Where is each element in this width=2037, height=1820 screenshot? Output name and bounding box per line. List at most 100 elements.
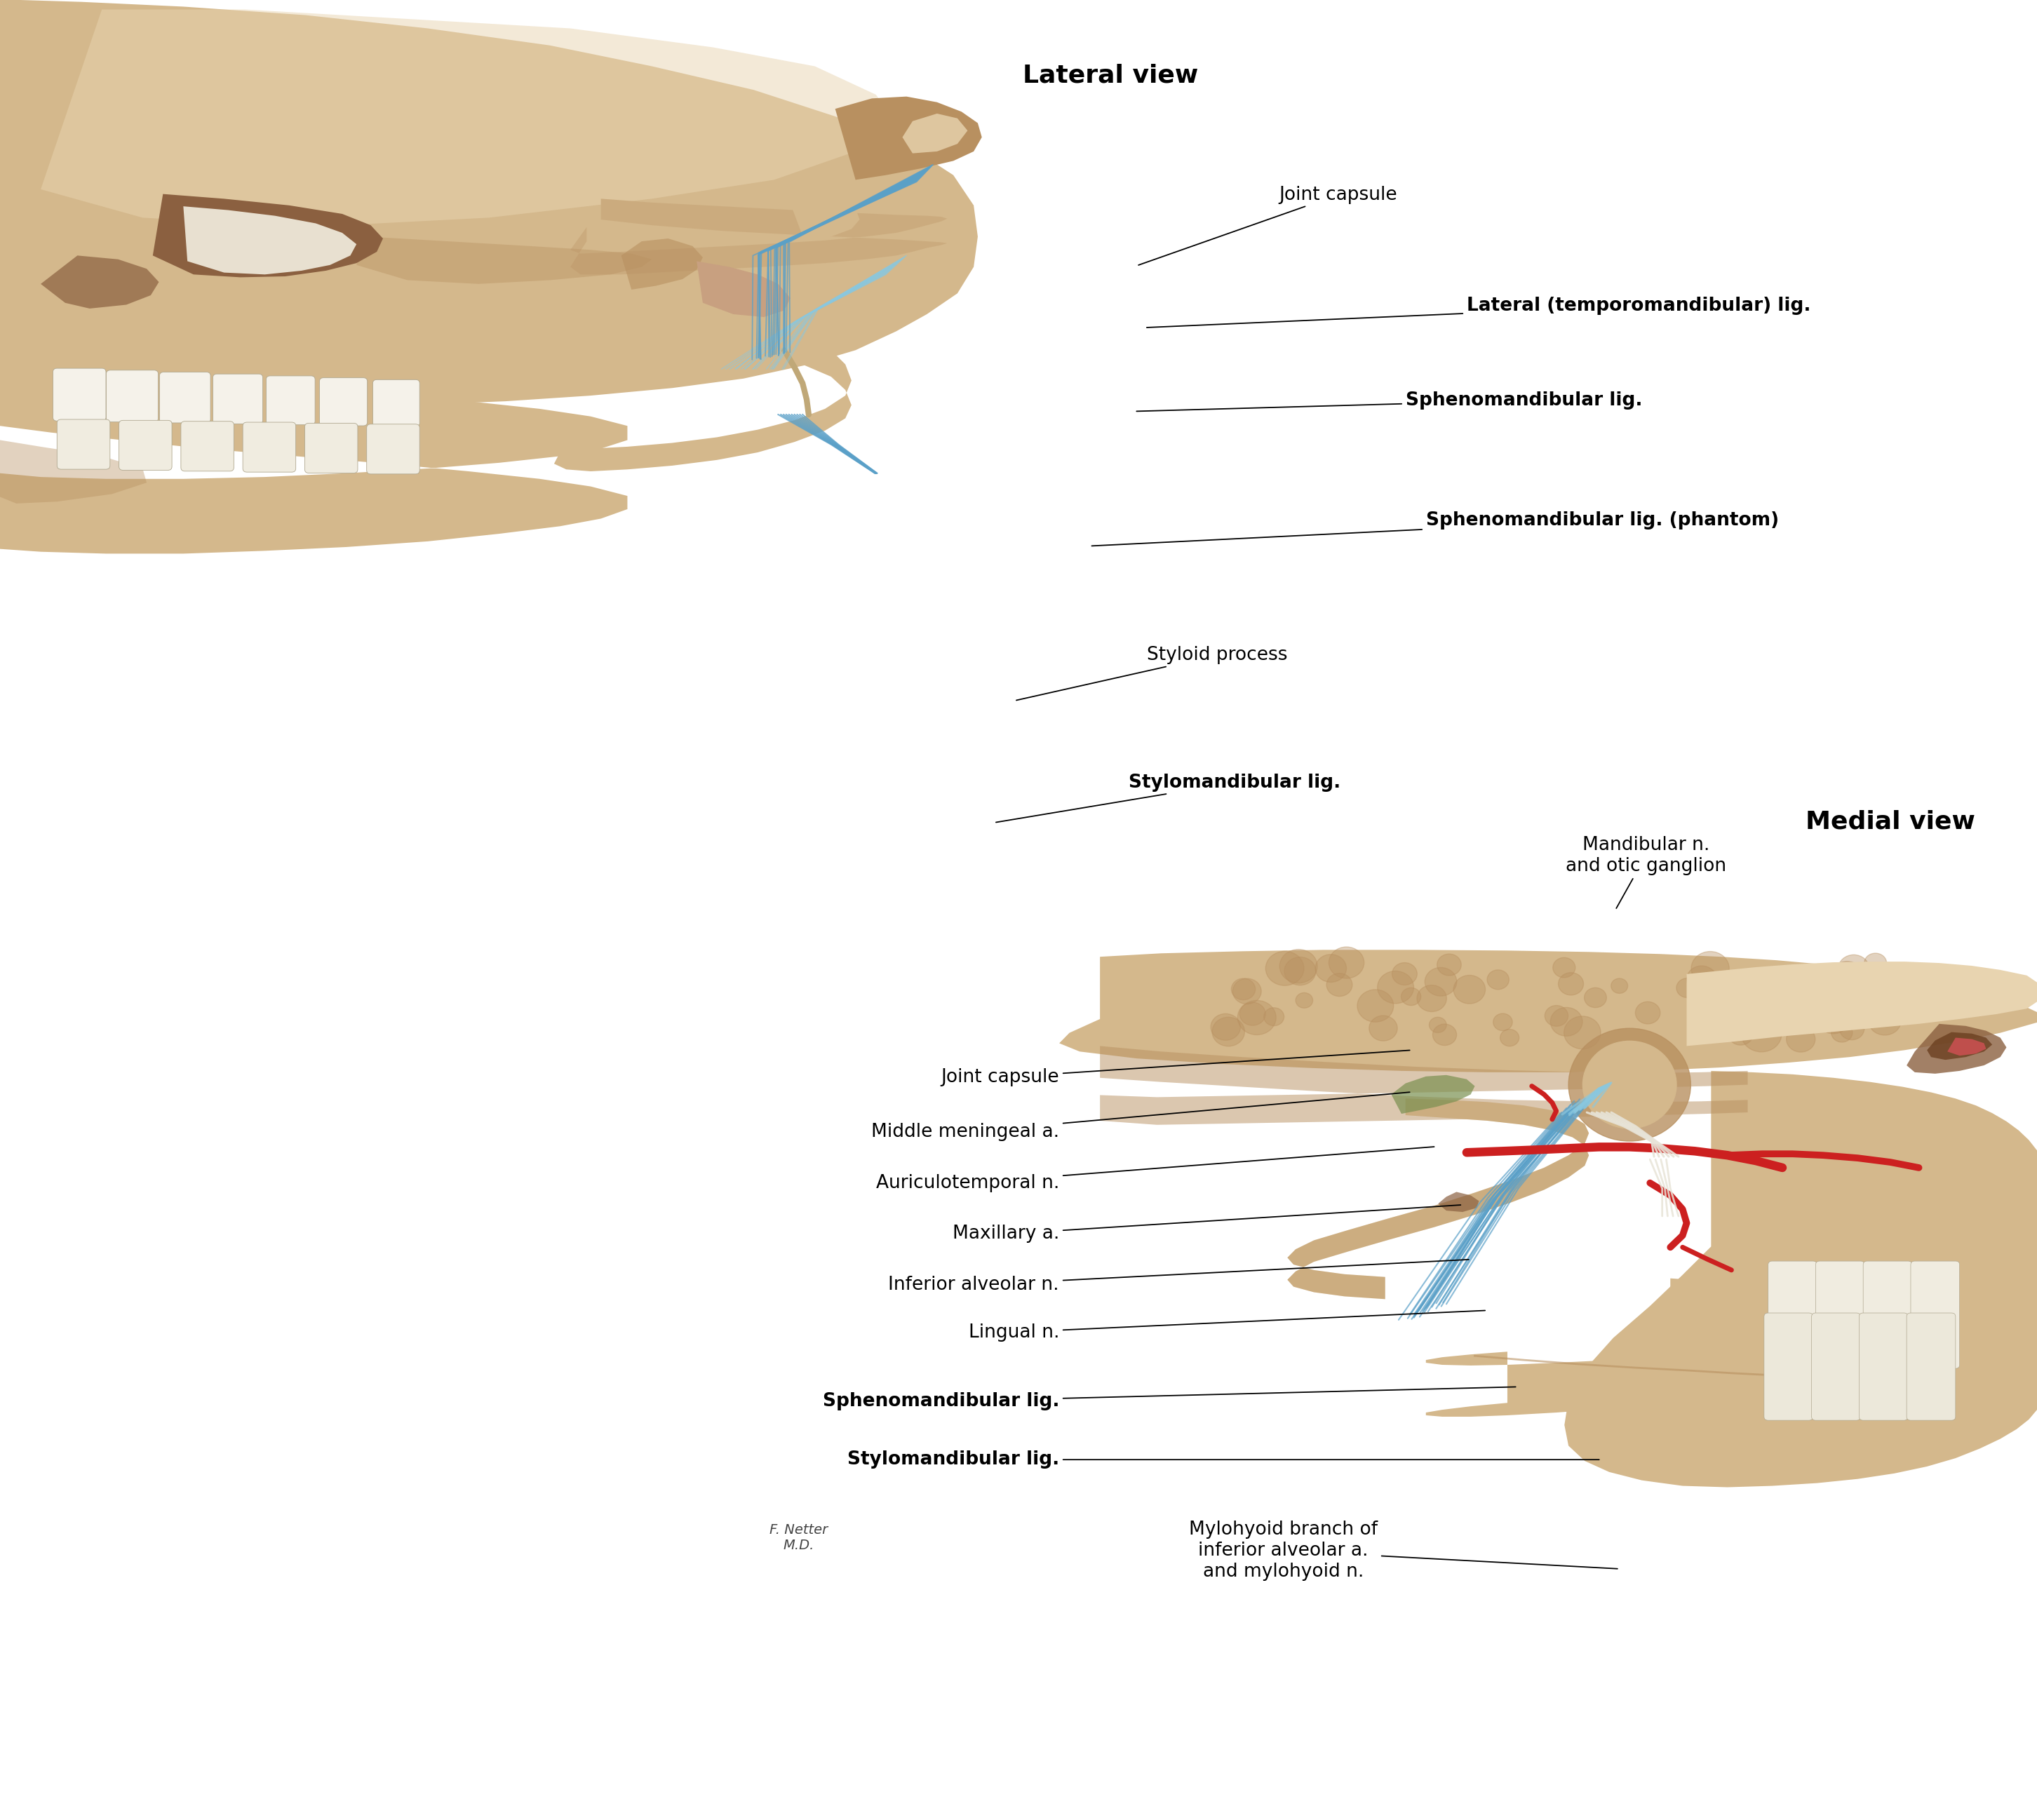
FancyBboxPatch shape: [118, 420, 171, 470]
Circle shape: [1864, 954, 1886, 974]
Circle shape: [1725, 988, 1756, 1014]
Circle shape: [1786, 1026, 1815, 1052]
Circle shape: [1418, 985, 1446, 1012]
Circle shape: [1212, 1017, 1245, 1046]
Text: Lingual n.: Lingual n.: [968, 1310, 1485, 1341]
FancyBboxPatch shape: [1815, 1261, 1864, 1369]
FancyBboxPatch shape: [57, 419, 110, 470]
Polygon shape: [570, 198, 947, 275]
Polygon shape: [153, 195, 383, 277]
Polygon shape: [1059, 950, 2037, 1072]
Circle shape: [1805, 981, 1839, 1014]
Circle shape: [1754, 968, 1786, 999]
Text: Stylomandibular lig.: Stylomandibular lig.: [847, 1451, 1599, 1469]
FancyBboxPatch shape: [1764, 1312, 1813, 1420]
Text: Maxillary a.: Maxillary a.: [953, 1205, 1461, 1243]
FancyBboxPatch shape: [1864, 1261, 1913, 1369]
FancyBboxPatch shape: [181, 420, 234, 471]
Circle shape: [1636, 1001, 1660, 1025]
Text: Styloid process: Styloid process: [1016, 646, 1287, 701]
FancyBboxPatch shape: [367, 424, 420, 473]
Circle shape: [1691, 952, 1729, 985]
FancyBboxPatch shape: [242, 422, 295, 471]
Circle shape: [1815, 1006, 1833, 1023]
Polygon shape: [41, 255, 159, 309]
Text: Sphenomandibular lig. (phantom): Sphenomandibular lig. (phantom): [1092, 511, 1778, 546]
Circle shape: [1544, 1005, 1568, 1026]
Polygon shape: [902, 113, 968, 153]
Ellipse shape: [1568, 1028, 1691, 1141]
Polygon shape: [1287, 1099, 1589, 1299]
Circle shape: [1265, 952, 1304, 985]
Circle shape: [1357, 990, 1393, 1023]
Polygon shape: [1100, 1046, 1748, 1125]
Circle shape: [1837, 955, 1870, 983]
Circle shape: [1316, 954, 1346, 983]
Circle shape: [1436, 954, 1461, 976]
Text: Sphenomandibular lig.: Sphenomandibular lig.: [1137, 391, 1642, 411]
Circle shape: [1230, 979, 1255, 999]
Polygon shape: [1907, 1025, 2006, 1074]
Polygon shape: [1927, 1032, 1992, 1059]
Text: Stylomandibular lig.: Stylomandibular lig.: [996, 773, 1340, 823]
Polygon shape: [697, 262, 790, 317]
Text: F. Netter
M.D.: F. Netter M.D.: [770, 1523, 827, 1552]
Circle shape: [1687, 966, 1717, 992]
FancyBboxPatch shape: [267, 377, 316, 424]
Circle shape: [1550, 1008, 1583, 1036]
Text: Joint capsule: Joint capsule: [1139, 186, 1397, 266]
Circle shape: [1432, 1025, 1456, 1045]
Circle shape: [1705, 972, 1742, 1005]
Circle shape: [1727, 1023, 1754, 1045]
Text: Joint capsule: Joint capsule: [941, 1050, 1410, 1087]
Circle shape: [1499, 1030, 1520, 1046]
Circle shape: [1868, 1006, 1901, 1036]
Circle shape: [1454, 976, 1485, 1003]
Circle shape: [1809, 994, 1827, 1010]
Circle shape: [1738, 981, 1756, 997]
Polygon shape: [621, 238, 703, 289]
Circle shape: [1558, 972, 1583, 996]
Circle shape: [1817, 1005, 1850, 1034]
Text: Mandibular n.
and otic ganglion: Mandibular n. and otic ganglion: [1566, 835, 1725, 908]
Polygon shape: [356, 237, 652, 284]
Circle shape: [1611, 979, 1628, 994]
Circle shape: [1326, 974, 1353, 996]
Polygon shape: [41, 9, 896, 227]
FancyBboxPatch shape: [53, 368, 106, 420]
Polygon shape: [183, 206, 356, 275]
Text: Auriculotemporal n.: Auriculotemporal n.: [876, 1147, 1434, 1192]
Circle shape: [1241, 1003, 1265, 1025]
FancyBboxPatch shape: [1911, 1261, 1960, 1369]
Circle shape: [1328, 946, 1365, 979]
Circle shape: [1263, 1008, 1283, 1026]
Polygon shape: [1947, 1037, 1986, 1056]
FancyBboxPatch shape: [1907, 1312, 1956, 1420]
Text: Sphenomandibular lig.: Sphenomandibular lig.: [823, 1387, 1516, 1410]
FancyBboxPatch shape: [373, 380, 420, 426]
Circle shape: [1210, 1014, 1241, 1041]
Polygon shape: [835, 96, 982, 180]
Ellipse shape: [1583, 1041, 1676, 1128]
Circle shape: [1689, 1010, 1713, 1032]
Text: Middle meningeal a.: Middle meningeal a.: [872, 1092, 1410, 1141]
FancyBboxPatch shape: [212, 373, 263, 424]
Circle shape: [1238, 1001, 1275, 1036]
Circle shape: [1831, 1023, 1852, 1043]
Circle shape: [1401, 988, 1422, 1005]
FancyBboxPatch shape: [1768, 1261, 1817, 1369]
Circle shape: [1733, 1017, 1750, 1032]
Circle shape: [1377, 972, 1414, 1003]
Polygon shape: [1391, 1076, 1475, 1114]
FancyBboxPatch shape: [106, 369, 159, 422]
FancyBboxPatch shape: [1811, 1312, 1860, 1420]
Text: Mylohyoid branch of
inferior alveolar a.
and mylohyoid n.: Mylohyoid branch of inferior alveolar a.…: [1190, 1520, 1617, 1582]
Polygon shape: [1687, 961, 2037, 1046]
Circle shape: [1487, 970, 1509, 990]
Polygon shape: [0, 440, 147, 504]
Circle shape: [1839, 1017, 1864, 1039]
FancyBboxPatch shape: [159, 371, 210, 422]
Circle shape: [1232, 979, 1261, 1005]
Circle shape: [1585, 988, 1607, 1008]
Circle shape: [1391, 963, 1418, 985]
